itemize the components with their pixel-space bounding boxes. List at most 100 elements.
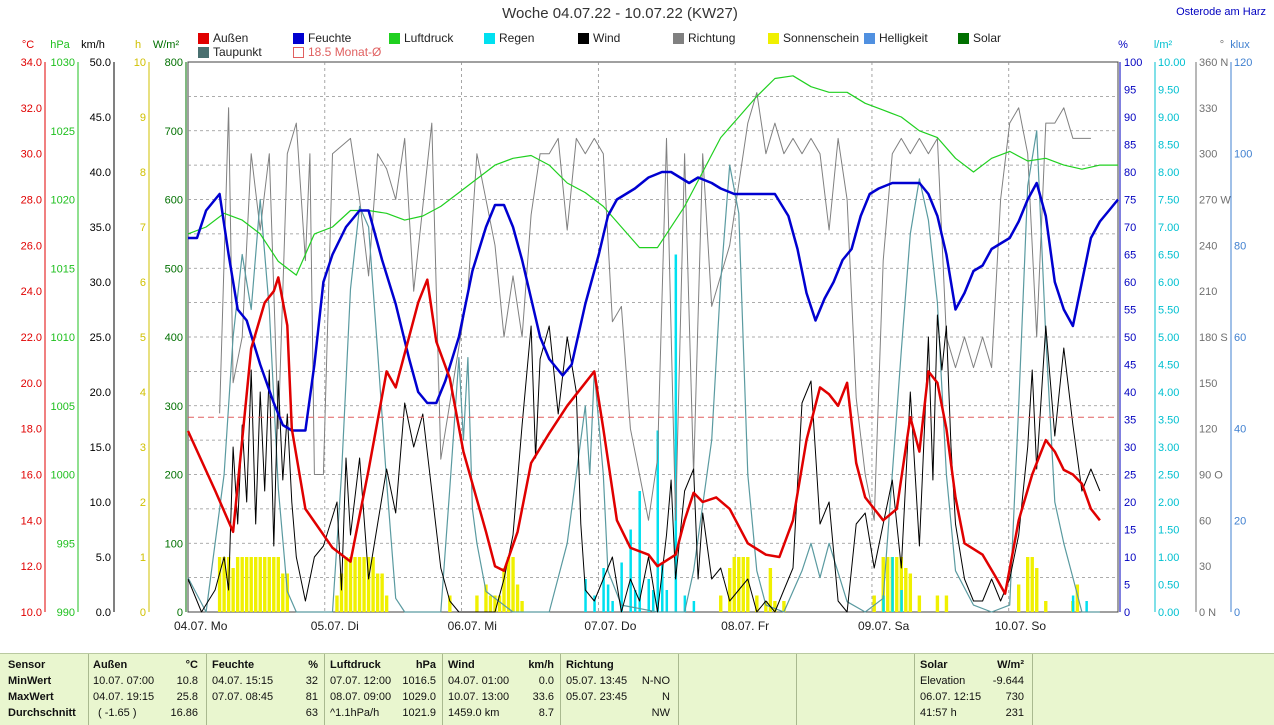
temp-tick-label: 20.0 xyxy=(21,378,42,390)
wind-tick-label: 45.0 xyxy=(90,112,111,124)
temp-tick-label: 24.0 xyxy=(21,286,42,298)
legend-item-6: Wind xyxy=(578,31,620,45)
sun-tick-label: 9 xyxy=(140,112,146,124)
legend-item-3: 18.5 Monat-Ø xyxy=(293,45,381,59)
rain-bar xyxy=(882,595,885,612)
feuchte-max-time: 07.07. 08:45 xyxy=(212,691,274,703)
pressure-tick-label: 990 xyxy=(57,607,75,619)
rain-axis-unit: l/m² xyxy=(1154,39,1173,51)
rain-bar xyxy=(674,254,678,612)
sun-axis-unit: h xyxy=(135,39,141,51)
sunshine-bar xyxy=(448,595,452,612)
pressure-tick-label: 1025 xyxy=(51,126,75,138)
wind-tick-label: 5.0 xyxy=(96,552,111,564)
summary-col-empty-2 xyxy=(796,654,915,725)
legend-item-8: Sonnenschein xyxy=(768,31,859,45)
sunshine-bar xyxy=(1075,584,1080,612)
sunshine-bar xyxy=(366,557,371,612)
rain-bar xyxy=(647,579,650,612)
humidity-tick-label: 35 xyxy=(1124,415,1136,427)
sun-tick-label: 6 xyxy=(140,277,146,289)
rain-bar xyxy=(656,430,660,612)
aussen-header: Außen xyxy=(93,659,128,671)
humidity-tick-label: 15 xyxy=(1124,525,1136,537)
sunshine-bar xyxy=(782,601,786,612)
solar-axis-unit: W/m² xyxy=(153,39,180,51)
sensor-header: Sensor xyxy=(8,659,46,671)
solar-max-value: 730 xyxy=(1005,691,1024,703)
rain-bar xyxy=(584,579,587,612)
temp-tick-label: 32.0 xyxy=(21,103,42,115)
legend-label: Solar xyxy=(973,31,1002,45)
sunshine-bar xyxy=(357,557,362,612)
solar-unit: W/m² xyxy=(997,659,1024,671)
rain-tick-label: 1.50 xyxy=(1158,525,1179,537)
solar-tick-label: 500 xyxy=(165,263,183,275)
feuchte-min-time: 04.07. 15:15 xyxy=(212,675,274,687)
sunshine-bar xyxy=(515,584,520,612)
solar-elevation-label: Elevation xyxy=(920,675,966,687)
sunshine-bar xyxy=(276,557,280,612)
rain-bar xyxy=(665,590,669,612)
richtung-min-value: N-NO xyxy=(641,675,670,687)
luftdruck-min-value: 1016.5 xyxy=(402,675,436,687)
sunshine-bar xyxy=(768,568,773,612)
luftdruck-unit: hPa xyxy=(415,659,436,671)
sunshine-bar xyxy=(1026,557,1030,612)
solar-max-time: 06.07. 12:15 xyxy=(920,691,982,703)
richtung-header: Richtung xyxy=(566,659,614,671)
wind-tick-label: 15.0 xyxy=(90,442,111,454)
aussen-min-value: 10.8 xyxy=(176,675,198,687)
lux-tick-label: 120 xyxy=(1234,57,1252,69)
sunshine-bar xyxy=(475,595,479,612)
legend-label: Richtung xyxy=(688,31,736,45)
day-label: 09.07. Sa xyxy=(858,619,910,633)
rain-bar xyxy=(629,529,632,612)
sunshine-bar xyxy=(254,557,258,612)
lux-tick-label: 40 xyxy=(1234,424,1246,436)
sunshine-bar xyxy=(244,557,249,612)
pressure-tick-label: 1000 xyxy=(51,470,75,482)
legend-label: Außen xyxy=(213,31,249,45)
legend-swatch xyxy=(673,32,684,44)
sunshine-bar xyxy=(380,573,384,612)
series-line-luftdruck xyxy=(187,75,1118,276)
row-label-min: MinWert xyxy=(8,675,52,687)
summary-col-luftdruck: Luftdruck hPa 07.07. 12:00 1016.5 08.07.… xyxy=(324,654,443,725)
sunshine-bar xyxy=(1035,568,1039,612)
rain-bar xyxy=(661,562,664,612)
sun-tick-label: 2 xyxy=(140,497,146,509)
sun-tick-label: 5 xyxy=(140,332,146,344)
sunshine-bar xyxy=(258,557,262,612)
wind-axis-unit: km/h xyxy=(81,39,105,51)
sunshine-bar xyxy=(904,568,908,612)
legend-swatch xyxy=(484,32,495,44)
rain-tick-label: 5.00 xyxy=(1158,332,1179,344)
sun-tick-label: 7 xyxy=(140,222,146,234)
wind-tick-label: 50.0 xyxy=(90,57,111,69)
rain-tick-label: 2.00 xyxy=(1158,497,1179,509)
sunshine-bar xyxy=(484,584,488,612)
wind-header: Wind xyxy=(448,659,475,671)
sunshine-bar xyxy=(348,557,353,612)
day-label: 04.07. Mo xyxy=(174,619,228,633)
humidity-tick-label: 40 xyxy=(1124,387,1136,399)
sunshine-bar xyxy=(773,601,777,612)
day-label: 05.07. Di xyxy=(311,619,359,633)
legend-label: Sonnenschein xyxy=(783,31,860,45)
wind-min-time: 04.07. 01:00 xyxy=(448,675,510,687)
aussen-unit: °C xyxy=(185,659,198,671)
sunshine-bar xyxy=(497,595,502,612)
wind-avg-value: 8.7 xyxy=(538,707,554,719)
legend-item-2: Feuchte xyxy=(293,31,351,45)
humidity-tick-label: 25 xyxy=(1124,470,1136,482)
sunshine-bar xyxy=(267,557,271,612)
rain-tick-label: 8.50 xyxy=(1158,140,1179,152)
sunshine-bar xyxy=(344,557,348,612)
sunshine-bar xyxy=(222,557,226,612)
solar-tick-label: 0 xyxy=(177,607,183,619)
sunshine-bar xyxy=(240,557,244,612)
sunshine-bar xyxy=(732,557,736,612)
series-line-wind xyxy=(187,314,1101,613)
legend-item-0: Außen xyxy=(198,31,248,45)
